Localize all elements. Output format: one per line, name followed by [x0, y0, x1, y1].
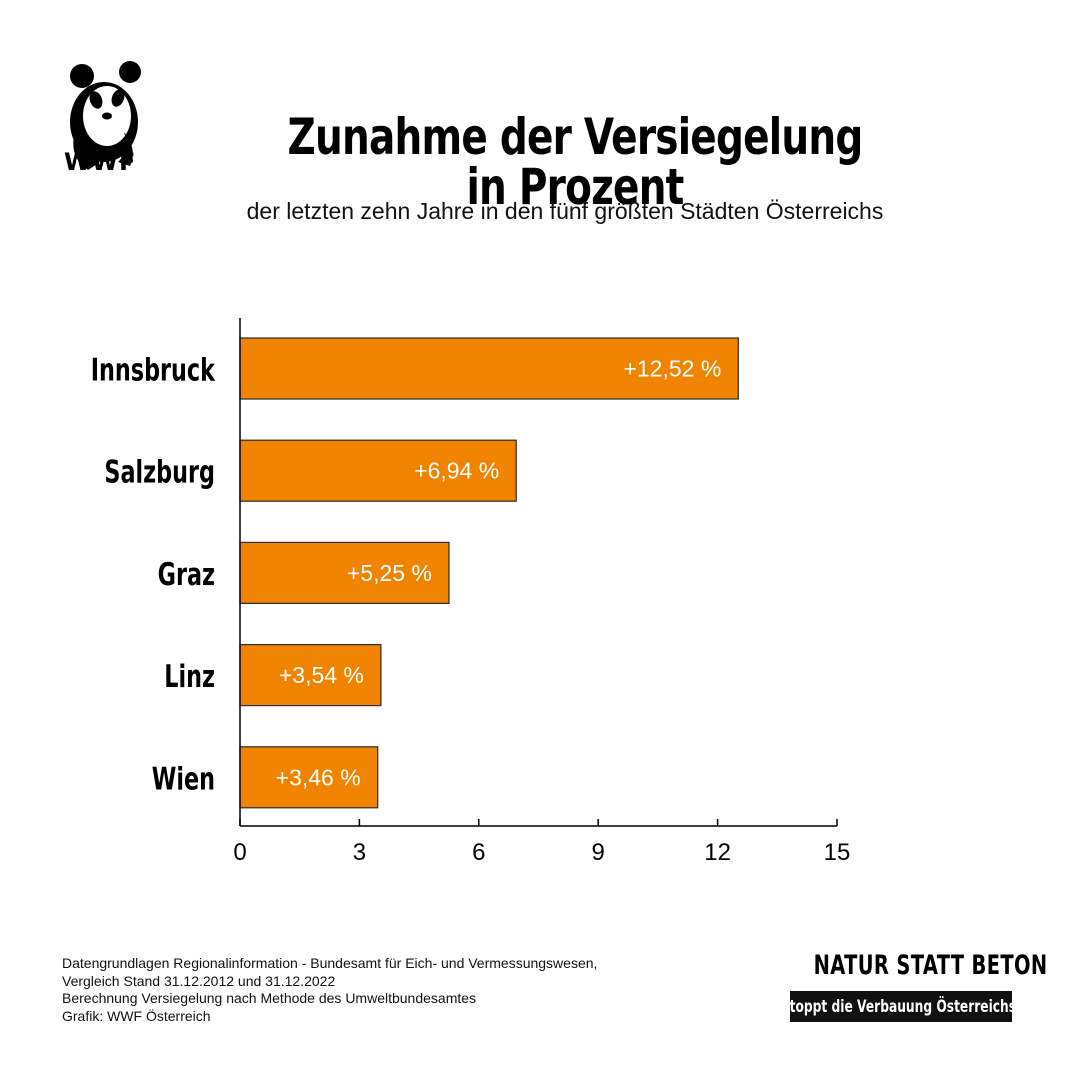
wwf-panda-logo [70, 61, 141, 170]
x-tick-label: 15 [824, 839, 851, 866]
x-tick-label: 6 [472, 839, 485, 866]
category-label: Linz [164, 660, 215, 696]
campaign-title: NATUR STATT BETON [813, 950, 1048, 981]
x-tick-label: 3 [353, 839, 366, 866]
bar-graz [239, 541, 450, 605]
chart-subtitle: der letzten zehn Jahre in den fünf größt… [246, 198, 884, 224]
source-footnote: Datengrundlagen Regionalinformation - Bu… [62, 955, 702, 1025]
bar-salzburg [239, 439, 517, 502]
footnote-line: Vergleich Stand 31.12.2012 und 31.12.202… [62, 972, 336, 989]
bar-linz [239, 643, 382, 707]
x-tick-label: 12 [704, 839, 731, 866]
footnote-line: Datengrundlagen Regionalinformation - Bu… [62, 955, 598, 971]
wwf-logo-text: WWF [64, 148, 137, 176]
bar-wien [239, 746, 379, 809]
bar-value-label: +3,46 % [276, 764, 361, 790]
x-tick-label: 9 [592, 839, 605, 866]
bar-value-label: +6,94 % [414, 458, 499, 484]
category-label: Salzburg [104, 455, 215, 491]
campaign-slogan: Stoppt die Verbauung Österreichs! [790, 996, 1012, 1017]
x-tick-label: 0 [233, 839, 246, 866]
footnote-line: Berechnung Versiegelung nach Methode des… [62, 990, 477, 1006]
category-label: Innsbruck [91, 353, 216, 389]
footnote-line: Grafik: WWF Österreich [62, 1007, 211, 1024]
campaign-slogan-box: Stoppt die Verbauung Österreichs! [790, 991, 1012, 1022]
bar-value-label: +12,52 % [623, 356, 721, 382]
category-label: Graz [158, 557, 215, 593]
chart-title: Zunahme der Versiegelung in Prozent [287, 108, 864, 216]
category-label: Wien [152, 762, 215, 798]
bar-value-label: +3,54 % [279, 662, 364, 688]
bar-value-label: +5,25 % [347, 560, 432, 586]
